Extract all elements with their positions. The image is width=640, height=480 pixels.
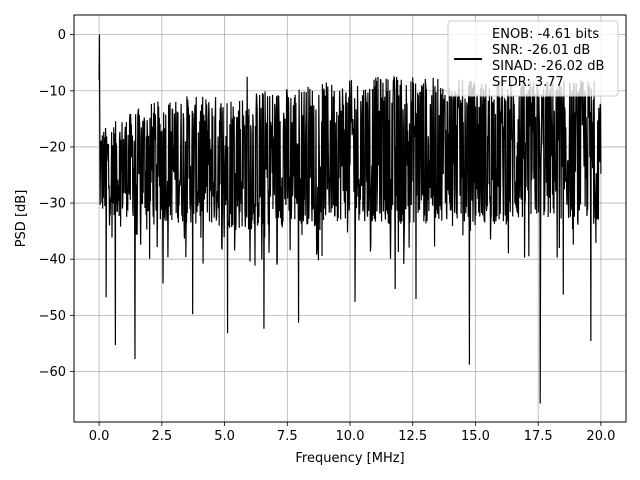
y-tick-label: −30 <box>39 197 66 212</box>
psd-series-line <box>98 34 602 404</box>
legend-entry-enob: ENOB: -4.61 bits <box>492 27 599 42</box>
x-tick-label: 7.5 <box>277 429 298 444</box>
y-tick-label: 0 <box>58 28 66 43</box>
legend-entry-sfdr: SFDR: 3.77 <box>492 75 564 90</box>
y-axis-label: PSD [dB] <box>14 190 29 248</box>
y-tick-label: −50 <box>39 309 66 324</box>
y-tick-label: −40 <box>39 253 66 268</box>
x-axis-ticks: 0.0 2.5 5.0 7.5 10.0 12.5 15.0 17.5 20.0 <box>89 422 615 444</box>
x-tick-label: 0.0 <box>89 429 110 444</box>
x-tick-label: 15.0 <box>461 429 490 444</box>
x-tick-label: 2.5 <box>151 429 172 444</box>
y-tick-label: −10 <box>39 84 66 99</box>
x-tick-label: 10.0 <box>336 429 365 444</box>
x-tick-label: 5.0 <box>214 429 235 444</box>
y-tick-label: −20 <box>39 140 66 155</box>
legend: ENOB: -4.61 bits SNR: -26.01 dB SINAD: -… <box>447 20 619 97</box>
y-axis-ticks: 0 −10 −20 −30 −40 −50 −60 <box>39 28 74 380</box>
x-axis-label: Frequency [MHz] <box>295 451 404 466</box>
legend-entry-sinad: SINAD: -26.02 dB <box>492 59 604 74</box>
x-tick-label: 20.0 <box>586 429 615 444</box>
x-tick-label: 17.5 <box>524 429 553 444</box>
y-tick-label: −60 <box>39 365 66 380</box>
x-tick-label: 12.5 <box>398 429 427 444</box>
legend-entry-snr: SNR: -26.01 dB <box>492 43 590 58</box>
legend-box <box>447 20 619 97</box>
series-layer <box>98 34 602 404</box>
